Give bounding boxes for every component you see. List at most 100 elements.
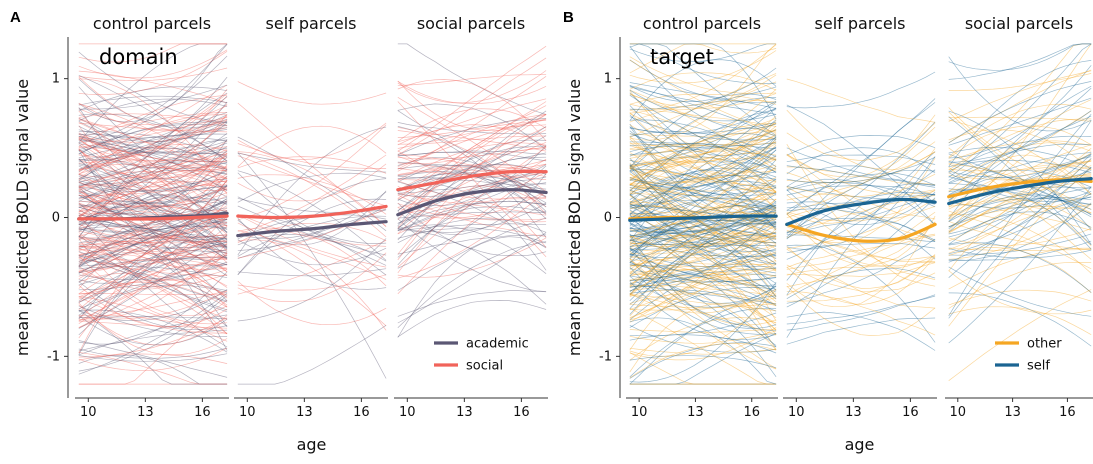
- parcel-line-academic: [78, 228, 228, 246]
- parcel-line-self: [786, 294, 936, 331]
- parcel-line-social: [397, 80, 547, 132]
- parcel-line-social: [78, 78, 228, 195]
- parcel-line-other: [786, 187, 936, 219]
- parcel-line-self: [629, 204, 777, 227]
- parcel-line-self: [629, 233, 777, 298]
- parcel-line-academic: [78, 246, 228, 264]
- parcel-line-academic: [78, 309, 228, 353]
- parcel-line-other: [786, 261, 936, 276]
- parcel-line-other: [948, 289, 1092, 381]
- parcel-line-social: [237, 252, 387, 302]
- parcel-line-social: [78, 119, 228, 170]
- parcel-line-other: [948, 152, 1092, 233]
- parcel-line-academic: [78, 107, 228, 214]
- parcel-line-self: [629, 260, 777, 332]
- parcel-line-social: [78, 254, 228, 329]
- parcel-line-social: [397, 203, 547, 221]
- parcel-line-social: [78, 116, 228, 149]
- parcel-line-academic: [78, 206, 228, 277]
- parcel-line-social: [397, 108, 547, 142]
- y-tick-label: 1: [52, 72, 60, 87]
- y-axis-title: mean predicted BOLD signal value: [565, 79, 584, 356]
- parcel-line-social: [397, 73, 547, 87]
- parcel-line-self: [786, 197, 936, 308]
- parcel-line-self: [629, 171, 777, 224]
- parcel-line-other: [629, 203, 777, 243]
- parcel-line-social: [78, 179, 228, 273]
- parcel-line-other: [948, 199, 1092, 228]
- parcel-line-other: [629, 133, 777, 195]
- parcel-line-academic: [78, 129, 228, 180]
- parcel-line-other: [948, 206, 1092, 227]
- parcel-line-academic: [397, 110, 547, 241]
- parcel-line-academic: [78, 178, 228, 241]
- parcel-line-social: [237, 208, 387, 259]
- parcel-line-self: [629, 254, 777, 321]
- parcel-line-self: [629, 142, 777, 155]
- parcel-line-social: [78, 180, 228, 188]
- parcel-line-other: [948, 187, 1092, 247]
- parcel-line-self: [786, 193, 936, 233]
- parcel-line-social: [78, 149, 228, 188]
- parcel-line-self: [629, 312, 777, 337]
- parcel-line-social: [78, 155, 228, 266]
- parcel-line-other: [629, 44, 777, 114]
- parcel-line-other: [786, 215, 936, 308]
- parcel-line-social: [237, 156, 387, 174]
- parcel-line-academic: [397, 232, 547, 324]
- parcel-line-self: [948, 190, 1092, 209]
- parcel-line-academic: [78, 214, 228, 348]
- parcel-line-self: [629, 126, 777, 247]
- parcel-line-self: [629, 202, 777, 315]
- parcel-line-academic: [78, 194, 228, 301]
- parcel-line-other: [629, 142, 777, 169]
- parcel-line-self: [629, 121, 777, 134]
- parcel-line-other: [629, 135, 777, 190]
- parcel-line-other: [629, 268, 777, 281]
- parcel-line-social: [78, 118, 228, 179]
- parcel-line-other: [786, 189, 936, 222]
- parcel-line-other: [948, 174, 1092, 272]
- parcel-line-other: [786, 213, 936, 269]
- parcel-line-social: [78, 163, 228, 190]
- parcel-line-social: [78, 103, 228, 213]
- parcel-line-self: [786, 189, 936, 225]
- parcel-line-other: [948, 111, 1092, 214]
- parcel-line-social: [237, 143, 387, 169]
- parcel-line-social: [78, 93, 228, 175]
- parcel-line-other: [629, 90, 777, 173]
- parcel-line-self: [948, 113, 1092, 317]
- parcel-line-self: [629, 159, 777, 208]
- parcel-line-academic: [78, 221, 228, 240]
- parcel-line-social: [78, 257, 228, 277]
- parcel-line-self: [629, 197, 777, 229]
- parcel-line-self: [629, 184, 777, 260]
- parcel-line-self: [948, 202, 1092, 261]
- parcel-line-other: [786, 151, 936, 184]
- facet-social-parcels: social parcels 10 13 16 other self: [945, 14, 1093, 420]
- parcel-line-other: [629, 180, 777, 242]
- parcel-line-social: [237, 240, 387, 295]
- parcel-line-social: [237, 239, 387, 331]
- parcel-line-social: [397, 164, 547, 175]
- parcel-line-other: [786, 256, 936, 306]
- parcel-line-social: [78, 191, 228, 208]
- parcel-line-social: [78, 243, 228, 254]
- parcel-line-other: [629, 130, 777, 137]
- parcel-line-social: [78, 252, 228, 322]
- parcel-line-academic: [78, 44, 228, 144]
- parcel-line-self: [786, 156, 936, 250]
- parcel-line-self: [629, 324, 777, 353]
- parcel-line-self: [629, 283, 777, 305]
- parcel-line-self: [948, 87, 1092, 201]
- parcel-line-academic: [78, 204, 228, 250]
- parcel-line-self: [629, 147, 777, 207]
- parcel-line-other: [629, 191, 777, 275]
- parcel-line-self: [948, 197, 1092, 223]
- parcel-line-academic: [78, 138, 228, 175]
- parcel-line-other: [786, 114, 936, 178]
- parcel-line-self: [948, 110, 1092, 163]
- parcel-line-social: [237, 222, 387, 327]
- parcel-line-social: [397, 197, 547, 235]
- parcel-line-self: [629, 142, 777, 173]
